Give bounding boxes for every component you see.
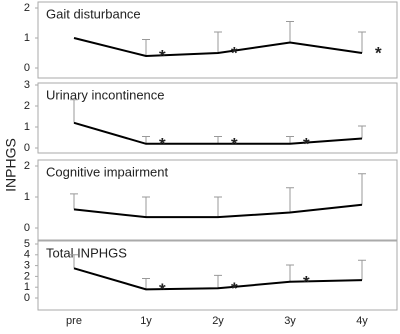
error-bar [286,264,294,282]
panel-frame [37,82,398,154]
significance-mark: * [303,272,310,291]
y-tick-label: 3 [24,260,30,272]
significance-mark: * [231,279,238,298]
x-tick-label: 1y [140,315,152,327]
data-line [73,121,363,145]
y-tick-label: 2 [24,100,30,112]
y-tick-label: 1 [24,281,30,293]
significance-mark: * [159,134,166,153]
error-bar [214,274,222,289]
error-bar [70,99,78,123]
error-bar [142,196,150,218]
significance-mark: * [159,280,166,299]
y-tick-label: 1 [24,191,30,203]
y-tick-label: 1 [24,121,30,133]
error-bar [286,187,294,213]
y-tick-label: 2 [24,160,30,172]
error-bar [214,31,222,53]
error-bar [358,31,366,53]
significance-mark: * [231,43,238,62]
error-bar [358,125,366,139]
y-tick-label: 2 [24,2,30,14]
significance-mark: * [231,134,238,153]
y-tick-label: 3 [24,79,30,91]
significance-mark: * [159,46,166,65]
error-bar [358,173,366,205]
panel-frame [37,240,398,311]
error-bar [214,196,222,218]
error-bar [142,135,150,144]
y-tick-label: 5 [24,238,30,250]
data-line [73,203,363,219]
x-tick-label: pre [66,315,82,327]
data-line [73,267,363,291]
y-tick-label: 2 [24,270,30,282]
error-bar [214,135,222,144]
significance-mark: * [303,134,310,153]
significance-mark: * [375,43,382,62]
y-tick-label: 0 [24,222,30,234]
error-bar [358,259,366,281]
data-line [73,37,363,58]
y-tick-label: 0 [24,292,30,304]
y-tick-label: 4 [24,249,30,261]
y-axis-label: INPHGS [3,138,19,192]
error-bar [70,254,78,269]
y-tick-label: 1 [24,32,30,44]
y-tick-label: 0 [24,62,30,74]
panel-title: Urinary incontinence [46,87,165,102]
panel-title: Cognitive impairment [46,164,168,179]
panel-title: Gait disturbance [46,6,141,21]
error-bar [286,21,294,43]
error-bar [142,39,150,56]
error-bar [286,135,294,144]
y-tick-label: 0 [24,142,30,154]
error-bar [70,193,78,210]
panel-title: Total INPHGS [46,245,127,260]
panel-frame [37,1,398,79]
x-tick-label: 4y [356,315,368,327]
x-tick-label: 3y [284,315,296,327]
x-tick-label: 2y [212,315,224,327]
panel-frame [37,159,398,241]
error-bar [142,278,150,290]
